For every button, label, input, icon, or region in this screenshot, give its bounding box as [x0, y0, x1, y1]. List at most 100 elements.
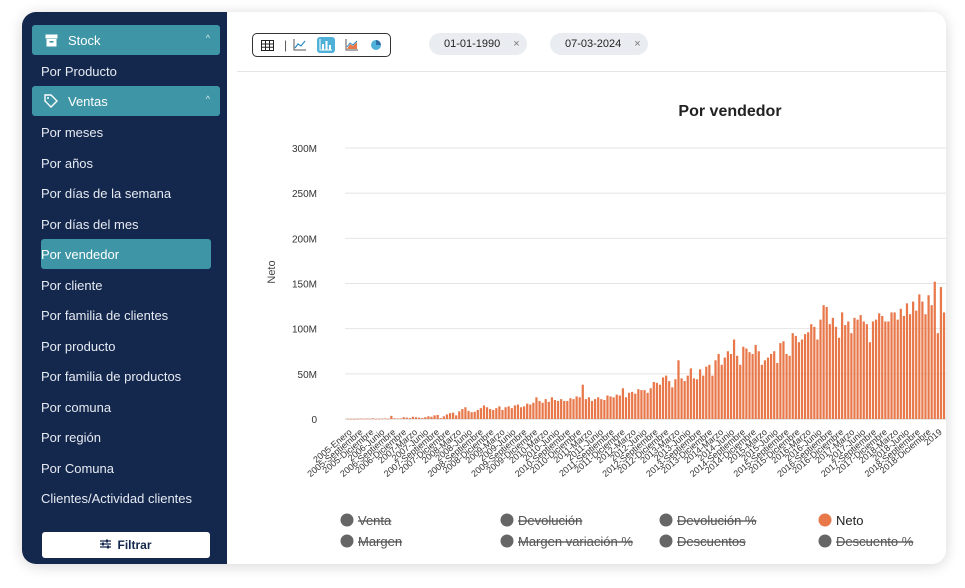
bar[interactable]	[661, 377, 665, 419]
bar[interactable]	[594, 399, 597, 419]
bar[interactable]	[788, 355, 791, 419]
sidebar-item-por-producto[interactable]: Por producto	[41, 338, 116, 354]
bar[interactable]	[427, 416, 430, 419]
bar[interactable]	[365, 418, 368, 420]
bar[interactable]	[683, 381, 686, 419]
sidebar-item-por-comuna[interactable]: Por Comuna	[41, 460, 114, 476]
bar[interactable]	[575, 396, 578, 419]
bar[interactable]	[430, 416, 433, 419]
bar[interactable]	[874, 319, 878, 419]
bar[interactable]	[878, 313, 881, 419]
bar[interactable]	[915, 310, 918, 419]
bar[interactable]	[921, 301, 924, 419]
bar[interactable]	[368, 418, 371, 420]
bar[interactable]	[766, 357, 770, 419]
bar[interactable]	[868, 342, 872, 419]
bar[interactable]	[881, 316, 884, 419]
bar[interactable]	[698, 369, 702, 419]
table-icon[interactable]	[258, 37, 276, 53]
bar[interactable]	[399, 418, 402, 420]
bar[interactable]	[847, 321, 850, 419]
bar[interactable]	[356, 418, 359, 420]
legend-item[interactable]: Devolución	[500, 513, 583, 528]
bar[interactable]	[615, 394, 618, 419]
bar[interactable]	[930, 305, 933, 419]
bar[interactable]	[436, 414, 439, 419]
bar[interactable]	[776, 362, 779, 419]
bar[interactable]	[859, 315, 862, 419]
bar[interactable]	[587, 397, 591, 419]
bar[interactable]	[757, 351, 760, 419]
bar[interactable]	[905, 303, 909, 419]
legend-item[interactable]: Descuento %	[818, 534, 914, 549]
bar[interactable]	[350, 418, 353, 420]
bar[interactable]	[924, 314, 927, 419]
bar[interactable]	[414, 417, 418, 419]
bar[interactable]	[643, 390, 646, 419]
bar[interactable]	[896, 319, 899, 419]
bar[interactable]	[495, 408, 498, 419]
bar[interactable]	[736, 355, 739, 419]
bar[interactable]	[578, 397, 581, 419]
bar[interactable]	[526, 403, 529, 419]
bar[interactable]	[377, 418, 381, 420]
bar[interactable]	[791, 333, 794, 419]
bar[interactable]	[745, 348, 748, 419]
bar[interactable]	[754, 344, 757, 419]
bar[interactable]	[418, 417, 421, 419]
bar[interactable]	[507, 406, 510, 419]
bar[interactable]	[717, 353, 720, 419]
bar[interactable]	[711, 375, 714, 419]
bar[interactable]	[739, 364, 742, 419]
bar[interactable]	[572, 399, 575, 419]
bar[interactable]	[773, 351, 776, 419]
sidebar-item-por-familia-de-clientes[interactable]: Por familia de clientes	[41, 308, 169, 323]
bar[interactable]	[510, 408, 513, 419]
legend-item[interactable]: Venta	[340, 513, 393, 528]
bar[interactable]	[844, 325, 847, 419]
bar[interactable]	[908, 314, 912, 419]
bar[interactable]	[451, 412, 455, 419]
bar[interactable]	[560, 399, 563, 419]
bar[interactable]	[637, 389, 640, 419]
sidebar-section-stock[interactable]: Stock ^	[32, 25, 220, 55]
bar[interactable]	[550, 397, 554, 419]
bar[interactable]	[708, 364, 711, 419]
bar[interactable]	[942, 312, 946, 419]
sidebar-item-por-comuna[interactable]: Por comuna	[41, 399, 112, 415]
legend-item[interactable]: Devolución %	[659, 513, 757, 528]
bar[interactable]	[640, 390, 643, 419]
legend-item[interactable]: Descuentos	[659, 534, 747, 549]
bar[interactable]	[834, 326, 838, 419]
bar[interactable]	[439, 418, 442, 419]
bar[interactable]	[455, 415, 458, 419]
bar[interactable]	[751, 353, 754, 419]
bar[interactable]	[627, 392, 631, 419]
bar[interactable]	[569, 398, 572, 419]
bar[interactable]	[476, 409, 479, 419]
sidebar-item-por-días-de-la-semana[interactable]: Por días de la semana	[41, 186, 172, 201]
line-chart-icon[interactable]	[291, 37, 309, 53]
bar[interactable]	[380, 418, 384, 420]
bar[interactable]	[421, 418, 424, 419]
bar[interactable]	[458, 411, 461, 419]
bar[interactable]	[800, 339, 804, 419]
legend-item[interactable]: Margen variación %	[500, 534, 634, 549]
bar[interactable]	[853, 317, 856, 419]
bar[interactable]	[646, 392, 649, 419]
sidebar-item-por-vendedor[interactable]: Por vendedor	[41, 247, 120, 262]
bar[interactable]	[649, 388, 652, 419]
bar[interactable]	[782, 341, 785, 419]
bar[interactable]	[655, 382, 658, 419]
bar[interactable]	[519, 407, 523, 419]
bar[interactable]	[501, 409, 504, 419]
bar[interactable]	[600, 399, 603, 419]
bar[interactable]	[702, 375, 705, 419]
legend-item[interactable]: Neto	[818, 513, 864, 528]
bar[interactable]	[705, 366, 708, 419]
bar[interactable]	[760, 364, 763, 419]
bar[interactable]	[726, 351, 730, 419]
bar[interactable]	[779, 343, 782, 419]
bar[interactable]	[797, 342, 801, 419]
bar[interactable]	[918, 294, 921, 419]
